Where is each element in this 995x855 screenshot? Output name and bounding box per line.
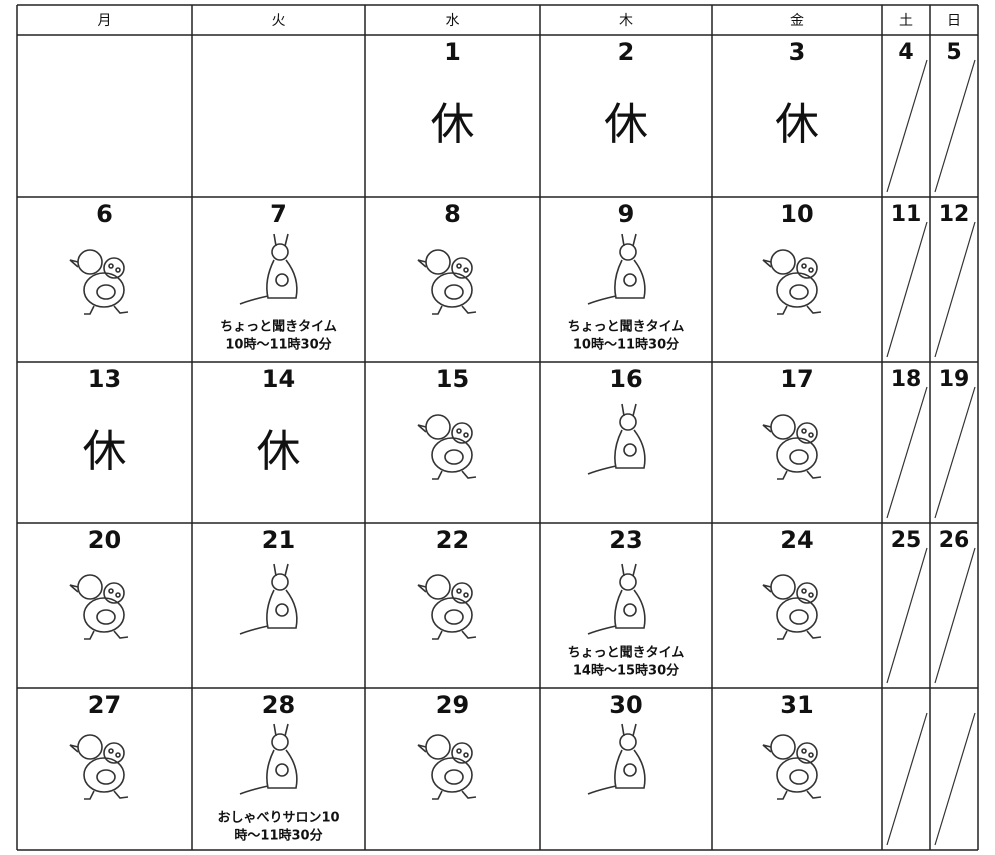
duck-icon (762, 574, 822, 640)
day-number: 6 (96, 200, 113, 228)
event-note: 10時～11時30分 (573, 337, 679, 353)
weekday-header: 日 (947, 13, 961, 29)
event-note: 10時～11時30分 (225, 337, 331, 353)
day-number: 2 (618, 38, 635, 66)
kangaroo-icon (587, 563, 646, 635)
day-number: 13 (88, 365, 121, 393)
day-number: 31 (780, 691, 813, 719)
day-number: 12 (939, 202, 970, 227)
duck-icon (69, 734, 129, 800)
event-note: ちょっと聞きタイム (220, 320, 337, 335)
weekend-slash (934, 547, 976, 684)
duck-icon (762, 249, 822, 315)
day-number: 26 (939, 528, 970, 553)
event-note: おしゃべりサロン10 (217, 811, 339, 826)
day-number: 18 (891, 367, 922, 392)
weekend-slash (886, 386, 928, 519)
closed-mark: 休 (257, 426, 301, 477)
day-number: 25 (891, 528, 922, 553)
day-number: 14 (262, 365, 295, 393)
day-number: 4 (898, 40, 913, 65)
duck-icon (762, 734, 822, 800)
weekend-slash (934, 386, 976, 519)
day-number: 19 (939, 367, 970, 392)
kangaroo-icon (239, 723, 298, 795)
weekend-slash (934, 221, 976, 358)
weekend-slash (934, 712, 976, 846)
duck-icon (417, 249, 477, 315)
duck-icon (417, 414, 477, 480)
event-note: 時～11時30分 (234, 828, 322, 844)
kangaroo-icon (587, 233, 646, 305)
closed-mark: 休 (604, 99, 648, 150)
weekend-slash (934, 59, 976, 193)
day-number: 5 (946, 40, 961, 65)
day-number: 24 (780, 526, 813, 554)
weekend-slash (886, 547, 928, 684)
day-number: 7 (270, 200, 287, 228)
kangaroo-icon (239, 563, 298, 635)
weekday-header: 木 (619, 13, 633, 29)
day-number: 23 (609, 526, 642, 554)
day-number: 28 (262, 691, 295, 719)
day-number: 8 (444, 200, 461, 228)
day-number: 15 (436, 365, 469, 393)
day-number: 17 (780, 365, 813, 393)
day-number: 30 (609, 691, 642, 719)
weekend-slash (886, 221, 928, 358)
day-number: 11 (891, 202, 922, 227)
closed-mark: 休 (775, 99, 819, 150)
day-number: 9 (618, 200, 635, 228)
closed-mark: 休 (431, 99, 475, 150)
weekday-header: 金 (790, 13, 804, 29)
weekday-header: 月 (98, 13, 112, 29)
duck-icon (417, 574, 477, 640)
day-number: 29 (436, 691, 469, 719)
event-note: ちょっと聞きタイム (568, 320, 685, 335)
day-number: 27 (88, 691, 121, 719)
day-number: 22 (436, 526, 469, 554)
weekday-header: 火 (272, 13, 286, 29)
closed-mark: 休 (83, 426, 127, 477)
weekend-slash (886, 712, 928, 846)
weekend-slash (886, 59, 928, 193)
duck-icon (762, 414, 822, 480)
duck-icon (69, 574, 129, 640)
kangaroo-icon (587, 403, 646, 475)
duck-icon (417, 734, 477, 800)
day-number: 3 (789, 38, 806, 66)
day-number: 1 (444, 38, 461, 66)
weekday-header: 水 (446, 13, 460, 29)
kangaroo-icon (587, 723, 646, 795)
weekday-header: 土 (899, 13, 913, 29)
day-number: 10 (780, 200, 813, 228)
day-number: 20 (88, 526, 121, 554)
event-note: ちょっと聞きタイム (568, 646, 685, 661)
day-number: 16 (609, 365, 642, 393)
duck-icon (69, 249, 129, 315)
day-number: 21 (262, 526, 295, 554)
kangaroo-icon (239, 233, 298, 305)
event-note: 14時～15時30分 (573, 663, 679, 679)
